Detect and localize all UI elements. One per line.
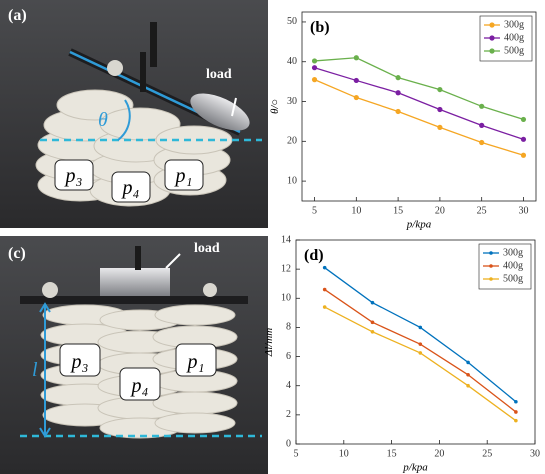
data-point [418, 351, 422, 355]
legend-label: 300g [504, 19, 524, 30]
data-point [396, 75, 401, 80]
y-tick-label: 0 [286, 438, 291, 449]
x-tick-label: 5 [312, 205, 317, 216]
photo-c: (c) load l p₃ p₄ p₁ [0, 236, 268, 474]
x-tick-label: 30 [518, 205, 528, 216]
x-tick-label: 10 [351, 205, 361, 216]
data-point [521, 117, 526, 122]
y-tick-label: 6 [286, 351, 291, 362]
data-point [521, 153, 526, 158]
panel-label: (c) [8, 245, 26, 262]
legend-label: 300g [503, 247, 523, 258]
data-point [466, 361, 470, 365]
x-tick-label: 5 [294, 448, 299, 459]
x-axis-label: p/kpa [402, 462, 428, 474]
module-label: p₁ [174, 165, 193, 187]
x-tick-label: 20 [435, 205, 445, 216]
data-point [312, 58, 317, 63]
y-tick-label: 10 [281, 293, 291, 304]
data-point [323, 305, 327, 309]
x-axis-label: p/kpa [406, 219, 432, 231]
data-point [354, 95, 359, 100]
legend-marker [489, 48, 494, 53]
data-point [418, 342, 422, 346]
data-point [396, 109, 401, 114]
data-point [312, 77, 317, 82]
y-tick-label: 2 [286, 409, 291, 420]
y-tick-label: 40 [287, 56, 297, 67]
data-point [312, 65, 317, 70]
y-axis-label: θ/○ [269, 99, 281, 114]
data-point [479, 104, 484, 109]
y-tick-label: 4 [286, 380, 291, 391]
data-point [418, 326, 422, 330]
data-point [371, 330, 375, 334]
data-point [514, 400, 518, 404]
data-point [371, 301, 375, 305]
panel-label: (d) [304, 247, 324, 264]
y-tick-label: 30 [287, 96, 297, 107]
data-point [466, 373, 470, 377]
data-point [323, 266, 327, 270]
x-tick-label: 15 [393, 205, 403, 216]
y-tick-label: 10 [287, 175, 297, 186]
x-tick-label: 20 [434, 448, 444, 459]
module-label: p₃ [64, 165, 83, 187]
data-point [514, 419, 518, 423]
data-point [323, 288, 327, 292]
data-point [396, 90, 401, 95]
data-point [437, 87, 442, 92]
data-point [371, 321, 375, 325]
x-tick-label: 25 [477, 205, 487, 216]
x-tick-label: 10 [339, 448, 349, 459]
data-point [514, 410, 518, 414]
x-tick-label: 25 [482, 448, 492, 459]
y-tick-label: 20 [287, 136, 297, 147]
data-point [354, 55, 359, 60]
y-tick-label: 12 [281, 263, 291, 274]
legend-label: 500g [504, 45, 524, 56]
data-point [521, 137, 526, 142]
module-label: p₃ [70, 351, 89, 373]
load-label: load [206, 67, 232, 82]
data-point [354, 78, 359, 83]
length-label: l [32, 359, 38, 381]
data-point [479, 123, 484, 128]
module-label: p₁ [186, 351, 205, 373]
y-axis-label: Δl/mm [263, 328, 275, 358]
legend-marker [489, 251, 493, 255]
legend-marker [489, 277, 493, 281]
x-tick-label: 30 [530, 448, 540, 459]
angle-label: θ [98, 109, 108, 131]
legend-marker [489, 264, 493, 268]
panel-label: (a) [8, 7, 27, 24]
y-tick-label: 50 [287, 16, 297, 27]
y-tick-label: 14 [281, 234, 291, 245]
load-label: load [194, 241, 220, 256]
legend-marker [489, 35, 494, 40]
figure: (a) load θ p₃ p₄ p₁ (c) load l p₃ p₄ p₁ [0, 0, 545, 474]
data-point [437, 107, 442, 112]
data-point [466, 384, 470, 388]
legend-marker [489, 22, 494, 27]
data-point [437, 125, 442, 130]
legend-label: 400g [503, 260, 523, 271]
x-tick-label: 15 [387, 448, 397, 459]
legend-label: 500g [503, 273, 523, 284]
data-point [479, 140, 484, 145]
photo-a: (a) load θ p₃ p₄ p₁ [0, 0, 268, 228]
legend-label: 400g [504, 32, 524, 43]
module-label: p₄ [121, 177, 140, 199]
module-label: p₄ [130, 375, 149, 397]
y-tick-label: 8 [286, 322, 291, 333]
panel-label: (b) [310, 19, 330, 36]
